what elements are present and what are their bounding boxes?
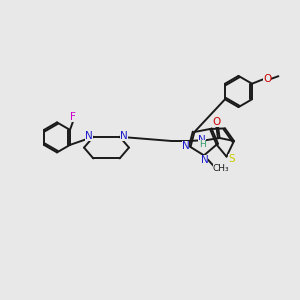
Text: N: N xyxy=(198,135,206,145)
Text: N: N xyxy=(85,130,93,141)
Text: N: N xyxy=(182,140,189,151)
Text: F: F xyxy=(70,112,76,122)
Text: S: S xyxy=(228,154,235,164)
Text: H: H xyxy=(199,140,206,149)
Text: N: N xyxy=(120,130,128,141)
Text: N: N xyxy=(201,155,208,165)
Text: O: O xyxy=(263,74,271,84)
Text: CH₃: CH₃ xyxy=(213,164,230,173)
Text: O: O xyxy=(212,117,221,128)
